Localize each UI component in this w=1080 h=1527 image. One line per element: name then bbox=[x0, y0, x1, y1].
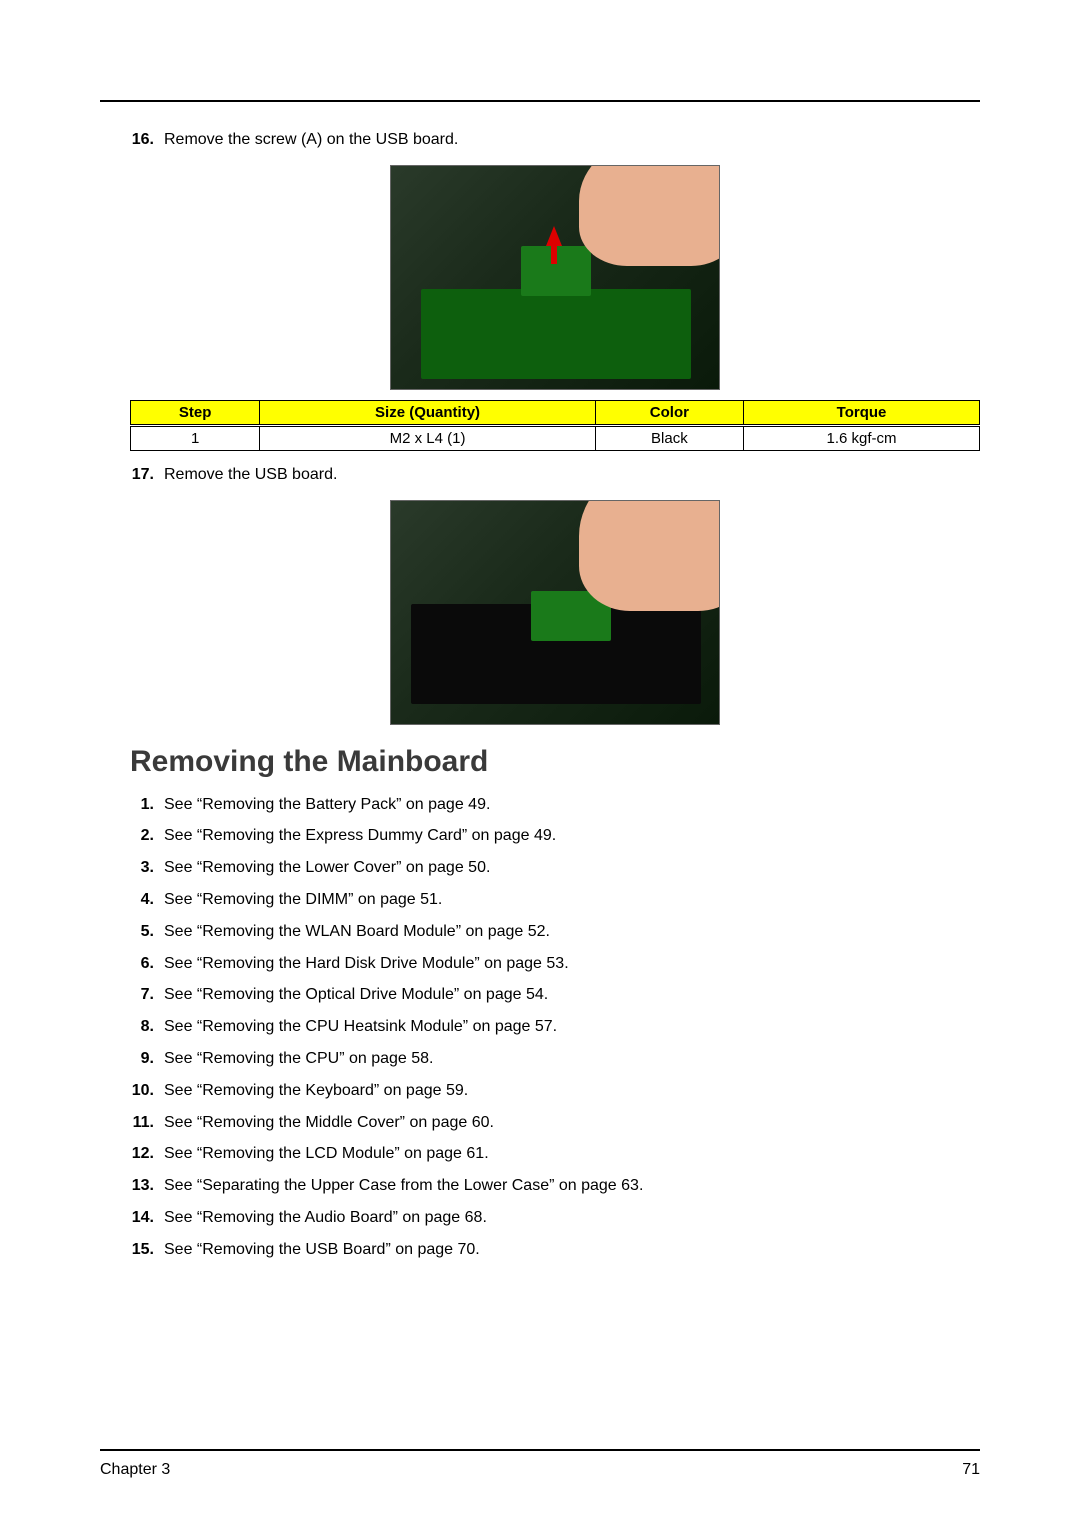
step-text: See “Removing the Battery Pack” on page … bbox=[164, 795, 490, 816]
list-item: 7.See “Removing the Optical Drive Module… bbox=[130, 985, 980, 1006]
footer-page-number: 71 bbox=[962, 1461, 980, 1479]
step-number: 7. bbox=[130, 985, 164, 1006]
table-cell: Black bbox=[595, 425, 743, 450]
list-item: 13.See “Separating the Upper Case from t… bbox=[130, 1176, 980, 1197]
step-text: See “Separating the Upper Case from the … bbox=[164, 1176, 643, 1197]
table-cell: 1 bbox=[131, 425, 260, 450]
table-cell: 1.6 kgf-cm bbox=[744, 425, 980, 450]
step-number: 6. bbox=[130, 954, 164, 975]
step-number: 3. bbox=[130, 858, 164, 879]
page-footer: Chapter 3 71 bbox=[100, 1449, 980, 1479]
table-cell: M2 x L4 (1) bbox=[260, 425, 595, 450]
screw-specification-table: Step Size (Quantity) Color Torque 1 M2 x… bbox=[130, 400, 980, 451]
step-text: Remove the screw (A) on the USB board. bbox=[164, 130, 458, 151]
list-item: 14.See “Removing the Audio Board” on pag… bbox=[130, 1208, 980, 1229]
mainboard-steps-list: 1.See “Removing the Battery Pack” on pag… bbox=[130, 795, 980, 1261]
table-header: Torque bbox=[744, 400, 980, 425]
step-text: See “Removing the LCD Module” on page 61… bbox=[164, 1144, 489, 1165]
header-rule bbox=[100, 100, 980, 102]
step-text: See “Removing the Keyboard” on page 59. bbox=[164, 1081, 468, 1102]
table-row: 1 M2 x L4 (1) Black 1.6 kgf-cm bbox=[131, 425, 980, 450]
step-text: See “Removing the Optical Drive Module” … bbox=[164, 985, 548, 1006]
list-item: 15.See “Removing the USB Board” on page … bbox=[130, 1240, 980, 1261]
step-number: 4. bbox=[130, 890, 164, 911]
list-item: 1.See “Removing the Battery Pack” on pag… bbox=[130, 795, 980, 816]
step-16: 16. Remove the screw (A) on the USB boar… bbox=[130, 130, 980, 151]
step-number: 1. bbox=[130, 795, 164, 816]
table-header: Color bbox=[595, 400, 743, 425]
step-text: See “Removing the Audio Board” on page 6… bbox=[164, 1208, 487, 1229]
step-text: See “Removing the CPU” on page 58. bbox=[164, 1049, 433, 1070]
step-text: See “Removing the DIMM” on page 51. bbox=[164, 890, 442, 911]
list-item: 12.See “Removing the LCD Module” on page… bbox=[130, 1144, 980, 1165]
step-text: See “Removing the Lower Cover” on page 5… bbox=[164, 858, 490, 879]
step-number: 2. bbox=[130, 826, 164, 847]
list-item: 5.See “Removing the WLAN Board Module” o… bbox=[130, 922, 980, 943]
step-number: 8. bbox=[130, 1017, 164, 1038]
step-number: 5. bbox=[130, 922, 164, 943]
step-text: See “Removing the WLAN Board Module” on … bbox=[164, 922, 550, 943]
step-number: 11. bbox=[130, 1113, 164, 1134]
step-text: See “Removing the Express Dummy Card” on… bbox=[164, 826, 556, 847]
list-item: 9.See “Removing the CPU” on page 58. bbox=[130, 1049, 980, 1070]
section-heading: Removing the Mainboard bbox=[130, 745, 980, 779]
step-number: 17. bbox=[130, 465, 164, 486]
list-item: 11.See “Removing the Middle Cover” on pa… bbox=[130, 1113, 980, 1134]
table-header: Step bbox=[131, 400, 260, 425]
figure-remove-screw bbox=[390, 165, 720, 390]
figure-remove-usb-board bbox=[390, 500, 720, 725]
table-header: Size (Quantity) bbox=[260, 400, 595, 425]
step-number: 10. bbox=[130, 1081, 164, 1102]
list-item: 4.See “Removing the DIMM” on page 51. bbox=[130, 890, 980, 911]
step-number: 9. bbox=[130, 1049, 164, 1070]
list-item: 10.See “Removing the Keyboard” on page 5… bbox=[130, 1081, 980, 1102]
step-text: See “Removing the Hard Disk Drive Module… bbox=[164, 954, 569, 975]
step-17: 17. Remove the USB board. bbox=[130, 465, 980, 486]
list-item: 3.See “Removing the Lower Cover” on page… bbox=[130, 858, 980, 879]
step-text: Remove the USB board. bbox=[164, 465, 337, 486]
step-number: 13. bbox=[130, 1176, 164, 1197]
step-number: 14. bbox=[130, 1208, 164, 1229]
step-number: 16. bbox=[130, 130, 164, 151]
step-text: See “Removing the Middle Cover” on page … bbox=[164, 1113, 494, 1134]
footer-chapter: Chapter 3 bbox=[100, 1461, 170, 1479]
step-number: 15. bbox=[130, 1240, 164, 1261]
list-item: 6.See “Removing the Hard Disk Drive Modu… bbox=[130, 954, 980, 975]
step-text: See “Removing the USB Board” on page 70. bbox=[164, 1240, 480, 1261]
step-number: 12. bbox=[130, 1144, 164, 1165]
step-text: See “Removing the CPU Heatsink Module” o… bbox=[164, 1017, 557, 1038]
list-item: 2.See “Removing the Express Dummy Card” … bbox=[130, 826, 980, 847]
list-item: 8.See “Removing the CPU Heatsink Module”… bbox=[130, 1017, 980, 1038]
